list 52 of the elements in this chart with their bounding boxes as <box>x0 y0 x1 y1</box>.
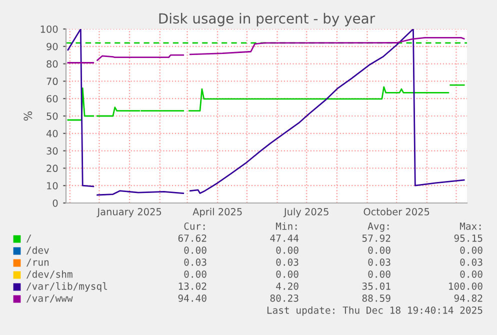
chart-title: Disk usage in percent - by year <box>159 12 376 26</box>
text: 95.15 <box>454 234 482 242</box>
text: 67.62 <box>178 234 206 242</box>
text: 0.00 <box>368 270 390 278</box>
y-tick-label: 10 <box>47 182 58 190</box>
y-tick-label: 100 <box>40 25 58 33</box>
y-axis-title: % <box>24 111 32 121</box>
legend-label: /dev <box>26 246 49 255</box>
y-tick-label: 90 <box>46 42 58 50</box>
y-tick-label: 0 <box>52 199 58 207</box>
legend-label: /var/www <box>26 294 73 303</box>
y-tick-label: 60 <box>46 95 58 102</box>
text: 0.00 <box>460 270 482 278</box>
y-tick-label: 80 <box>46 60 58 68</box>
text: 47.44 <box>270 234 299 242</box>
y-tick-label: 40 <box>46 130 58 138</box>
x-tick-label: April 2025 <box>192 208 242 218</box>
text: 94.40 <box>178 294 206 302</box>
y-tick-label: 70 <box>46 78 58 86</box>
text: 0.00 <box>276 246 298 254</box>
text: 0.03 <box>276 258 298 266</box>
x-tick-label: January 2025 <box>96 208 162 218</box>
text: 0.00 <box>460 246 482 254</box>
y-tick-label: 50 <box>46 112 58 120</box>
text: Avg: <box>368 222 389 232</box>
text: 0.03 <box>460 258 482 266</box>
text: 88.59 <box>362 294 390 302</box>
text: Last update: Thu Dec 18 19:40:14 2025 <box>267 306 482 316</box>
text: 94.82 <box>454 294 482 302</box>
text: Min: <box>276 222 297 230</box>
text: 0.00 <box>184 246 206 254</box>
legend-label: /dev/shm <box>26 270 72 279</box>
text: 0.03 <box>368 258 390 266</box>
text: 0.00 <box>184 270 206 278</box>
text: Cur: <box>184 222 205 230</box>
text: 35.01 <box>362 282 390 290</box>
text: 4.20 <box>276 282 298 290</box>
text: 13.02 <box>178 282 206 290</box>
legend-label: /var/lib/mysql <box>26 282 107 292</box>
x-tick-label: July 2025 <box>283 208 328 218</box>
text: 0.03 <box>184 258 206 266</box>
x-tick-label: October 2025 <box>364 208 430 216</box>
text: 100.00 <box>449 282 482 290</box>
text: 57.92 <box>362 234 390 242</box>
text: 80.23 <box>270 294 298 302</box>
legend-label: /run <box>26 258 49 267</box>
text: 0.00 <box>368 246 390 254</box>
y-tick-label: 20 <box>46 164 58 172</box>
y-tick-label: 30 <box>46 147 58 155</box>
legend-label: / <box>26 234 32 243</box>
text: 0.00 <box>276 270 298 278</box>
text: Max: <box>460 222 481 230</box>
